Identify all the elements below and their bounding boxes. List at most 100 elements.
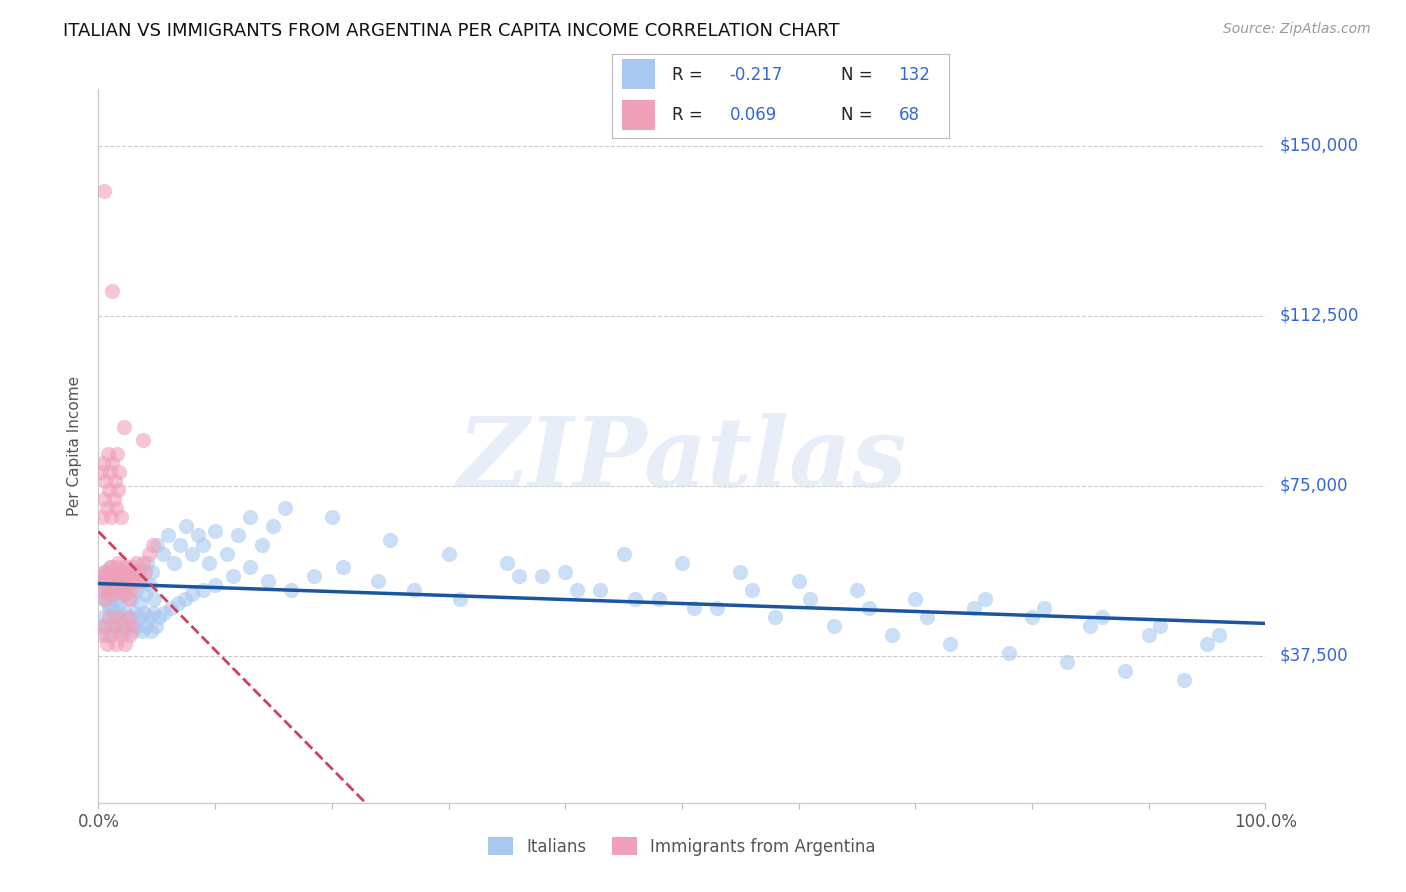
Point <box>97 610 120 624</box>
Point <box>104 578 127 592</box>
Point <box>127 565 149 579</box>
Point <box>125 582 148 597</box>
Point <box>402 582 425 597</box>
Point <box>121 624 143 638</box>
Point <box>97 447 120 461</box>
Point <box>152 606 174 620</box>
Text: $150,000: $150,000 <box>1279 136 1358 155</box>
Point <box>112 419 135 434</box>
Point <box>112 587 135 601</box>
Point <box>120 582 142 597</box>
Point <box>146 537 169 551</box>
Point <box>939 637 962 651</box>
Point <box>97 565 120 579</box>
Text: R =: R = <box>672 66 709 84</box>
Point <box>105 574 128 588</box>
Point <box>132 556 155 570</box>
Point <box>136 556 159 570</box>
Point <box>100 510 122 524</box>
Point <box>1091 610 1114 624</box>
Point <box>974 591 997 606</box>
Point <box>97 483 120 498</box>
Point <box>100 619 122 633</box>
Point <box>112 574 135 588</box>
Point <box>104 578 127 592</box>
Text: ZIPatlas: ZIPatlas <box>457 413 907 508</box>
Point <box>121 619 143 633</box>
Point <box>187 528 209 542</box>
Point <box>118 574 141 588</box>
Point <box>449 591 471 606</box>
Point <box>103 492 125 507</box>
Point <box>108 582 131 597</box>
Point <box>91 456 114 470</box>
Point <box>148 610 170 624</box>
Point <box>141 565 163 579</box>
Point <box>90 569 112 583</box>
Point <box>530 569 553 583</box>
Point <box>221 569 243 583</box>
Point <box>114 606 136 620</box>
Point <box>107 610 129 624</box>
Point <box>129 574 152 588</box>
Point <box>304 569 326 583</box>
Point <box>180 587 202 601</box>
Point <box>152 547 174 561</box>
Point <box>104 637 127 651</box>
Point <box>108 465 131 479</box>
Point <box>157 528 180 542</box>
Legend: Italians, Immigrants from Argentina: Italians, Immigrants from Argentina <box>482 830 882 863</box>
Point <box>125 556 148 570</box>
Point <box>104 501 127 516</box>
Point <box>97 578 120 592</box>
Point <box>97 597 120 611</box>
Point <box>215 547 238 561</box>
Point <box>139 578 162 592</box>
Point <box>589 582 612 597</box>
Point <box>110 510 132 524</box>
Point <box>129 597 152 611</box>
Text: R =: R = <box>672 106 709 124</box>
Point <box>91 582 114 597</box>
Point <box>915 610 938 624</box>
Point <box>121 565 143 579</box>
Point <box>90 574 112 588</box>
Point <box>1137 628 1160 642</box>
Point <box>97 582 120 597</box>
Point <box>104 587 127 601</box>
Point <box>647 591 669 606</box>
Point <box>262 519 284 533</box>
Point <box>437 547 460 561</box>
Point <box>132 574 155 588</box>
Point <box>193 582 215 597</box>
Point <box>858 601 880 615</box>
Point <box>96 637 118 651</box>
Point <box>1080 619 1102 633</box>
Point <box>118 610 141 624</box>
Point <box>98 465 121 479</box>
Point <box>823 619 845 633</box>
Point <box>101 587 124 601</box>
Point <box>173 591 195 606</box>
Point <box>90 465 112 479</box>
Point <box>787 574 810 588</box>
Point <box>142 606 165 620</box>
Point <box>169 537 191 551</box>
Point <box>110 628 132 642</box>
Point <box>239 510 262 524</box>
Point <box>101 601 124 615</box>
Text: ITALIAN VS IMMIGRANTS FROM ARGENTINA PER CAPITA INCOME CORRELATION CHART: ITALIAN VS IMMIGRANTS FROM ARGENTINA PER… <box>63 22 839 40</box>
Point <box>103 569 125 583</box>
Point <box>120 591 142 606</box>
Point <box>90 628 112 642</box>
Point <box>134 565 156 579</box>
Point <box>103 574 125 588</box>
Point <box>118 591 141 606</box>
Point <box>228 528 250 542</box>
Point <box>554 565 576 579</box>
Point <box>138 547 160 561</box>
Point <box>131 624 153 638</box>
Point <box>111 578 134 592</box>
Point <box>90 574 112 588</box>
Point <box>332 560 354 574</box>
